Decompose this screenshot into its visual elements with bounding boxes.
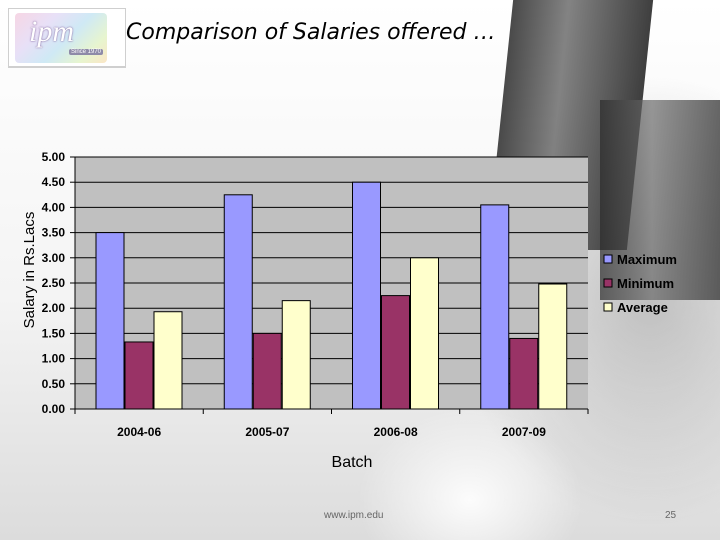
logo-divider [8,66,126,67]
logo-text: ipm [29,15,74,48]
y-tick-label: 4.00 [42,200,66,214]
x-tick-label: 2004-06 [117,425,161,439]
salary-bar-chart: 0.00 0.50 1.00 1.50 2.00 2.50 3.00 3.50 4.00 4.50… [21,150,677,471]
logo-subtext: Since 1970 [69,49,104,55]
y-tick-label: 0.00 [42,402,66,416]
y-axis-label: Salary in Rs.Lacs [21,212,38,329]
footer-url: www.ipm.edu [324,510,384,521]
bar-maximum [352,181,381,410]
y-tick-label: 3.50 [42,226,66,240]
y-tick-label: 2.50 [42,276,66,290]
bar-minimum [252,332,282,410]
bar-average [281,300,311,410]
y-tick-label: 4.50 [42,175,66,189]
x-tick-label: 2006-08 [374,425,418,439]
bar-maximum [223,194,253,410]
bar-maximum [95,232,125,410]
y-tick-label: 5.00 [42,150,66,164]
legend-entry: Minimum [617,276,674,291]
bar-minimum [381,295,410,410]
bar-minimum [124,341,154,410]
x-axis-label: Batch [332,454,373,471]
logo: ipm Since 1970 [8,8,126,68]
legend-swatch [603,302,613,312]
legend-swatch [603,254,613,264]
bar-minimum [509,337,539,410]
bar-maximum [480,204,510,410]
x-tick-label: 2005-07 [245,425,289,439]
slide-title: Comparison of Salaries offered … [126,20,496,45]
bar-average [410,257,439,410]
bar-average [538,283,568,410]
y-tick-label: 0.50 [42,377,66,391]
y-tick-label: 2.00 [42,301,66,315]
x-tick-label: 2007-09 [502,425,546,439]
y-tick-label: 1.50 [42,326,66,340]
y-tick-label: 3.00 [42,251,66,265]
legend-entry: Maximum [617,252,677,267]
background-building [600,100,720,300]
legend-swatch [603,278,613,288]
y-tick-label: 1.00 [42,352,66,366]
page-number: 25 [665,510,677,521]
bar-average [153,311,183,410]
legend-entry: Average [617,300,668,315]
